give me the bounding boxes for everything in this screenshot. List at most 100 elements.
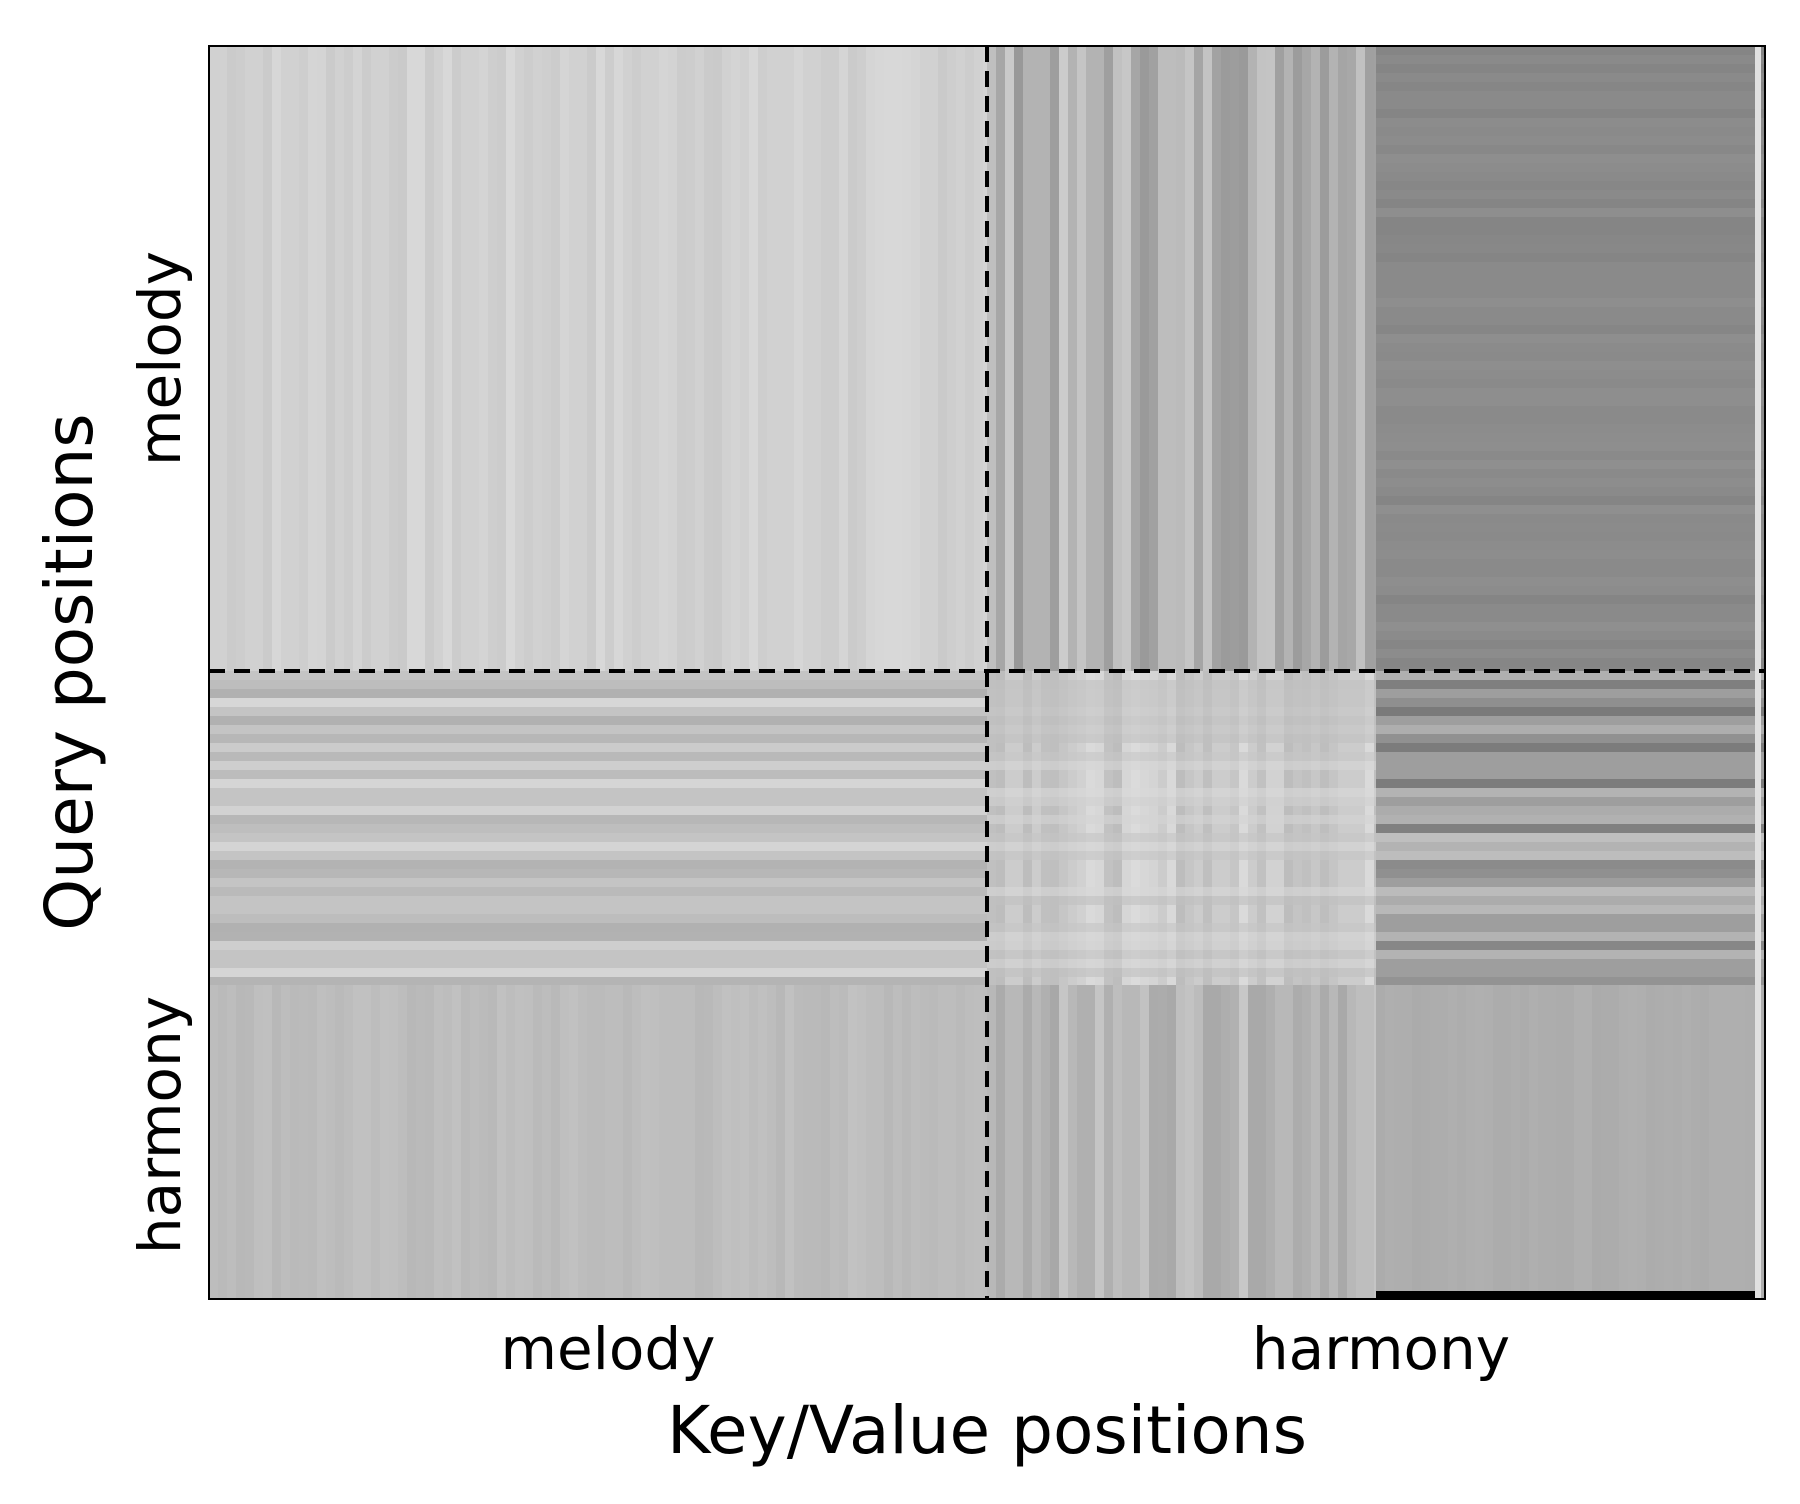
block-melody-harmony-a-stripe xyxy=(1356,46,1365,671)
block-harmony-melody-b-stripe xyxy=(353,985,362,1299)
block-melody-melody-stripe xyxy=(758,46,767,671)
block-harmony-melody-b-stripe xyxy=(515,985,524,1299)
block-harmony-harmony-a-band xyxy=(987,896,1376,905)
block-melody-melody-stripe xyxy=(398,46,407,671)
block-harmony-harmony-a-stripe xyxy=(1113,671,1122,985)
block-melody-harmony-a-stripe xyxy=(1149,46,1158,671)
block-harmony-melody-a-band xyxy=(209,779,987,788)
block-harmony-melody-b-stripe xyxy=(434,985,443,1299)
block-harmony-harmony-a-stripe xyxy=(1149,671,1158,985)
block-harmony-harmony-d-stripe xyxy=(1745,985,1754,1299)
block-melody-harmony-b-band xyxy=(1376,298,1765,307)
block-melody-harmony-a-stripe xyxy=(1203,46,1212,671)
block-harmony-melody-b-stripe xyxy=(272,985,281,1299)
block-harmony-harmony-a-stripe xyxy=(1239,671,1248,985)
block-harmony-melody-b-stripe xyxy=(299,985,308,1299)
heatmap-cells xyxy=(209,46,1765,1299)
block-harmony-harmony-c-stripe xyxy=(1023,985,1032,1299)
block-harmony-melody-b-stripe xyxy=(803,985,812,1299)
block-harmony-harmony-a-band xyxy=(987,959,1376,968)
block-harmony-harmony-d-stripe xyxy=(1493,985,1502,1299)
block-harmony-harmony-b-band xyxy=(1376,932,1765,941)
x-tick-label-harmony: harmony xyxy=(1252,1315,1510,1383)
block-harmony-melody-a-band xyxy=(209,689,987,698)
block-melody-melody-stripe xyxy=(488,46,497,671)
y-axis-label: Query positions xyxy=(31,413,108,930)
block-melody-harmony-b-band xyxy=(1376,577,1765,586)
block-melody-melody-stripe xyxy=(686,46,695,671)
block-harmony-melody-b-stripe xyxy=(488,985,497,1299)
block-melody-melody-stripe xyxy=(830,46,839,671)
block-harmony-melody-b-stripe xyxy=(263,985,272,1299)
block-melody-harmony-b-band xyxy=(1376,163,1765,172)
block-harmony-harmony-d-stripe xyxy=(1592,985,1601,1299)
block-melody-melody-stripe xyxy=(821,46,830,671)
block-harmony-harmony-d-stripe xyxy=(1583,985,1592,1299)
block-harmony-harmony-c-stripe xyxy=(1203,985,1212,1299)
block-harmony-harmony-b-band xyxy=(1376,905,1765,914)
block-melody-harmony-b-band xyxy=(1376,325,1765,334)
block-harmony-harmony-c-stripe xyxy=(1140,985,1149,1299)
block-harmony-harmony-d-stripe xyxy=(1646,985,1655,1299)
right-edge-column xyxy=(1755,46,1761,1299)
block-melody-harmony-a-stripe xyxy=(1122,46,1131,671)
block-melody-harmony-b-band xyxy=(1376,118,1765,127)
block-harmony-harmony-a-band xyxy=(987,680,1376,689)
block-harmony-harmony-a-band xyxy=(987,887,1376,896)
block-melody-harmony-a-stripe xyxy=(1140,46,1149,671)
block-melody-melody-stripe xyxy=(731,46,740,671)
block-harmony-harmony-d-stripe xyxy=(1628,985,1637,1299)
block-harmony-melody-b-stripe xyxy=(524,985,533,1299)
block-melody-harmony-a-stripe xyxy=(1239,46,1248,671)
block-melody-harmony-b-band xyxy=(1376,343,1765,352)
block-harmony-melody-b-stripe xyxy=(218,985,227,1299)
block-harmony-harmony-c-stripe xyxy=(1041,985,1050,1299)
block-harmony-harmony-a-stripe xyxy=(1104,671,1113,985)
block-harmony-harmony-a-band xyxy=(987,797,1376,806)
block-melody-harmony-a-stripe xyxy=(1176,46,1185,671)
block-harmony-harmony-d-stripe xyxy=(1394,985,1403,1299)
block-melody-melody-stripe xyxy=(848,46,857,671)
block-harmony-harmony-c-stripe xyxy=(1077,985,1086,1299)
block-melody-harmony-b-band xyxy=(1376,505,1765,514)
block-harmony-harmony-d-stripe xyxy=(1511,985,1520,1299)
block-melody-harmony-a-stripe xyxy=(1257,46,1266,671)
block-melody-harmony-b-band xyxy=(1376,586,1765,595)
block-harmony-harmony-a-band xyxy=(987,707,1376,716)
block-harmony-harmony-d-stripe xyxy=(1718,985,1727,1299)
block-melody-melody-stripe xyxy=(668,46,677,671)
block-harmony-melody-a-band xyxy=(209,824,987,833)
block-melody-harmony-b-band xyxy=(1376,208,1765,217)
block-harmony-harmony-c-stripe xyxy=(1356,985,1365,1299)
block-harmony-harmony-a-stripe xyxy=(1131,671,1140,985)
block-harmony-harmony-a-band xyxy=(987,923,1376,932)
block-melody-melody-stripe xyxy=(416,46,425,671)
block-harmony-melody-a-band xyxy=(209,941,987,950)
block-harmony-melody-b-stripe xyxy=(560,985,569,1299)
block-harmony-melody-b-stripe xyxy=(848,985,857,1299)
block-melody-harmony-b-band xyxy=(1376,649,1765,658)
block-harmony-melody-b-stripe xyxy=(461,985,470,1299)
block-melody-melody-stripe xyxy=(866,46,875,671)
block-harmony-harmony-d-stripe xyxy=(1529,985,1538,1299)
block-harmony-melody-b-stripe xyxy=(929,985,938,1299)
block-melody-melody-stripe xyxy=(596,46,605,671)
block-harmony-melody-b-stripe xyxy=(335,985,344,1299)
block-harmony-melody-b-stripe xyxy=(380,985,389,1299)
block-harmony-harmony-d-stripe xyxy=(1565,985,1574,1299)
bottom-edge-strip xyxy=(1376,1291,1755,1299)
block-melody-harmony-b-band xyxy=(1376,541,1765,550)
block-melody-melody-stripe xyxy=(884,46,893,671)
block-harmony-melody-b-stripe xyxy=(821,985,830,1299)
block-harmony-harmony-d-stripe xyxy=(1610,985,1619,1299)
block-melody-harmony-b-band xyxy=(1376,226,1765,235)
block-melody-melody-stripe xyxy=(227,46,236,671)
block-melody-harmony-b-band xyxy=(1376,181,1765,190)
block-melody-harmony-b-band xyxy=(1376,64,1765,73)
block-melody-harmony-a-stripe xyxy=(987,46,996,671)
block-melody-melody-stripe xyxy=(407,46,416,671)
block-melody-melody-stripe xyxy=(353,46,362,671)
block-harmony-harmony-c-stripe xyxy=(1239,985,1248,1299)
block-harmony-harmony-b-band xyxy=(1376,824,1765,833)
